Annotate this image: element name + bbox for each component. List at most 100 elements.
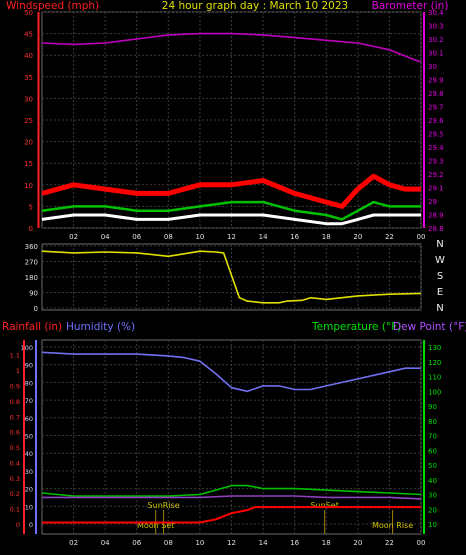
wind-x-ticks: 02 04 06 08 10 12 14 16 18 20 22 00 bbox=[69, 233, 425, 241]
temperature-y-tick-label: 130 bbox=[428, 344, 441, 352]
climate-x-tick-label: 10 bbox=[195, 539, 204, 547]
barometer-y-tick-label: 29.9 bbox=[428, 77, 444, 85]
rainfall-axis-label: Rainfall (in) bbox=[2, 321, 62, 333]
wind-y-tick-label: 20 bbox=[24, 139, 33, 147]
rainfall-y-tick-label: 0.3 bbox=[10, 475, 20, 483]
wind-y-tick-label: 45 bbox=[24, 31, 33, 39]
temperature-y-tick-label: 10 bbox=[428, 521, 437, 529]
compass-label: S bbox=[437, 271, 443, 282]
wind-y-tick-label: 10 bbox=[24, 182, 33, 190]
climate-x-tick-label: 06 bbox=[132, 539, 141, 547]
climate-series bbox=[41, 351, 422, 524]
wind-y-tick-label: 40 bbox=[24, 52, 33, 60]
barometer-y-tick-label: 29.4 bbox=[428, 144, 444, 152]
barometer-y-tick-label: 29.5 bbox=[428, 131, 444, 139]
humidity-y-tick-label: 70 bbox=[25, 397, 33, 405]
temperature-y-tick-label: 120 bbox=[428, 359, 441, 367]
wind-x-tick-label: 02 bbox=[69, 233, 78, 241]
humidity-y-tick-label: 100 bbox=[21, 344, 33, 352]
climate-panel: Rainfall (in) Humidity (%) Temperature (… bbox=[2, 321, 466, 547]
wind-y-tick-label: 15 bbox=[24, 160, 33, 168]
wind-x-tick-label: 12 bbox=[227, 233, 236, 241]
temperature-y-tick-label: 70 bbox=[428, 433, 437, 441]
humidity-y-tick-label: 80 bbox=[25, 379, 33, 387]
gust-line bbox=[41, 173, 421, 209]
astro-marker-label: SunRise bbox=[148, 501, 180, 510]
wind-y-tick-label: 35 bbox=[24, 74, 33, 82]
rainfall-y-tick-label: 1 bbox=[16, 367, 20, 375]
rainfall-y-tick-label: 0.6 bbox=[10, 429, 20, 437]
speed-line bbox=[41, 213, 421, 226]
humidity-axis-label: Humidity (%) bbox=[66, 321, 135, 333]
rainfall-y-tick-label: 1.1 bbox=[10, 352, 20, 360]
humidity-y-tick-label: 90 bbox=[25, 362, 33, 370]
temperature-y-tick-label: 60 bbox=[428, 447, 437, 455]
wind-x-tick-label: 22 bbox=[385, 233, 394, 241]
barometer-y-tick-label: 29.7 bbox=[428, 104, 444, 112]
temperature-y-tick-label: 40 bbox=[428, 477, 437, 485]
humidity-y-ticks: 0 10 20 30 40 50 60 70 80 90 100 bbox=[21, 344, 33, 529]
barometer-y-tick-label: 29.8 bbox=[428, 90, 444, 98]
humidity-y-tick-label: 30 bbox=[25, 468, 33, 476]
temperature-y-ticks: 10 20 30 40 50 60 70 80 90 100 110 120 130 bbox=[428, 344, 441, 529]
wind-x-tick-label: 04 bbox=[101, 233, 110, 241]
barometer-y-tick-label: 28.9 bbox=[428, 212, 444, 220]
rainfall-y-tick-label: 0.9 bbox=[10, 382, 20, 390]
humidity-y-tick-label: 50 bbox=[25, 433, 33, 441]
climate-x-tick-label: 04 bbox=[101, 539, 110, 547]
rainfall-y-tick-label: 0 bbox=[16, 521, 20, 529]
rainfall-y-tick-label: 0.4 bbox=[10, 459, 20, 467]
temperature-y-tick-label: 30 bbox=[428, 492, 437, 500]
climate-x-tick-label: 14 bbox=[259, 539, 268, 547]
barometer-y-tick-label: 29.2 bbox=[428, 171, 444, 179]
climate-x-ticks: 02 04 06 08 10 12 14 16 18 20 22 00 bbox=[69, 539, 425, 547]
rainfall-line bbox=[42, 506, 421, 524]
wind-y-ticks: 0 5 10 15 20 25 30 35 40 45 50 bbox=[24, 9, 33, 233]
wind-x-tick-label: 14 bbox=[259, 233, 268, 241]
humidity-y-tick-label: 20 bbox=[25, 486, 33, 494]
rainfall-y-tick-label: 0.1 bbox=[10, 506, 20, 514]
climate-grid bbox=[42, 340, 422, 534]
wind-y-tick-label: 25 bbox=[24, 117, 33, 125]
temperature-axis-label: Temperature (°F) bbox=[311, 321, 401, 333]
barometer-y-tick-label: 29 bbox=[428, 198, 437, 206]
dewpoint-axis-label: Dew Point (°F) bbox=[393, 321, 466, 333]
climate-x-tick-label: 22 bbox=[385, 539, 394, 547]
climate-x-tick-label: 16 bbox=[290, 539, 299, 547]
barometer-y-tick-label: 30.4 bbox=[428, 9, 444, 17]
barometer-y-tick-label: 30.3 bbox=[428, 23, 444, 31]
humidity-y-tick-label: 10 bbox=[25, 503, 33, 511]
barometer-y-tick-label: 29.6 bbox=[428, 117, 444, 125]
compass-label: E bbox=[437, 287, 443, 298]
temperature-y-tick-label: 50 bbox=[428, 462, 437, 470]
wind-y-tick-label: 30 bbox=[24, 95, 33, 103]
astro-marker-label: Moon Set bbox=[137, 521, 174, 530]
barometer-line bbox=[41, 32, 422, 63]
temperature-y-tick-label: 20 bbox=[428, 506, 437, 514]
wind-y-tick-label: 50 bbox=[24, 9, 33, 17]
direction-y-tick-label: 180 bbox=[25, 274, 38, 282]
barometer-y-tick-label: 29.1 bbox=[428, 185, 444, 193]
wind-y-tick-label: 5 bbox=[29, 203, 33, 211]
climate-x-tick-label: 02 bbox=[69, 539, 78, 547]
temperature-line bbox=[41, 484, 422, 497]
wind-y-tick-label: 0 bbox=[29, 225, 33, 233]
wind-x-tick-label: 08 bbox=[164, 233, 173, 241]
direction-y-ticks: 0 90 180 270 360 bbox=[25, 243, 38, 313]
direction-y-tick-label: 90 bbox=[29, 290, 38, 298]
humidity-y-tick-label: 60 bbox=[25, 415, 33, 423]
humidity-y-tick-label: 40 bbox=[25, 450, 33, 458]
astro-marker-label: SunSet bbox=[310, 501, 338, 510]
compass-label: W bbox=[435, 255, 445, 266]
temperature-y-tick-label: 100 bbox=[428, 388, 441, 396]
rainfall-y-tick-label: 0.2 bbox=[10, 490, 20, 498]
barometer-y-tick-label: 30.1 bbox=[428, 50, 444, 58]
barometer-y-tick-label: 30 bbox=[428, 63, 437, 71]
temperature-y-tick-label: 110 bbox=[428, 374, 441, 382]
rainfall-y-tick-label: 0.5 bbox=[10, 444, 20, 452]
wind-series bbox=[41, 32, 422, 226]
wind-x-tick-label: 06 bbox=[132, 233, 141, 241]
